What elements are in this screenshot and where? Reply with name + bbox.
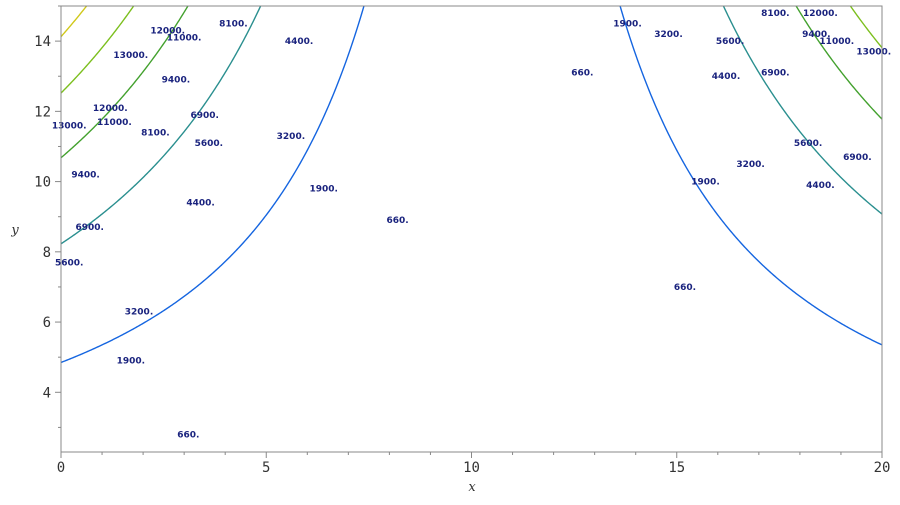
contour-label: 9400. [71, 171, 99, 181]
contour-line-4 [61, 6, 88, 38]
contour-label: 6900. [761, 69, 789, 79]
contour-label: 660. [177, 430, 199, 440]
contour-label: 13000. [52, 121, 87, 131]
contour-label: 9400. [162, 76, 190, 86]
x-axis-label: x [468, 480, 476, 495]
contour-line-2 [61, 6, 882, 159]
contour-label: 12000. [150, 27, 185, 37]
x-tick-label: 20 [874, 460, 891, 476]
contour-labels: 660. 660. 660. 660. 1900. 1900. 1900. 1900. 3200… [52, 9, 891, 440]
contour-label: 4400. [806, 181, 834, 191]
contour-label: 11000. [819, 37, 854, 47]
x-tick-label: 0 [57, 460, 65, 476]
contour-label: 11000. [97, 118, 132, 128]
y-tick-label: 14 [34, 34, 51, 50]
contour-label: 6900. [190, 111, 218, 121]
contour-lines [61, 6, 882, 364]
y-tick-label: 12 [34, 104, 51, 120]
y-tick-label: 6 [43, 315, 51, 331]
contour-label: 5600. [195, 139, 223, 149]
contour-label: 3200. [654, 30, 682, 40]
x-tick-label: 10 [463, 460, 480, 476]
contour-label: 12000. [93, 104, 128, 114]
contour-label: 12000. [803, 9, 838, 19]
contour-label: 1900. [309, 185, 337, 195]
contour-line-3 [61, 6, 882, 94]
contour-label: 8100. [219, 20, 247, 30]
contour-label: 3200. [125, 308, 153, 318]
y-tick-label: 4 [43, 385, 51, 401]
contour-label: 13000. [113, 51, 148, 61]
contour-label: 8100. [141, 128, 169, 138]
y-tick-label: 10 [34, 175, 51, 191]
x-tick-label: 15 [668, 460, 685, 476]
contour-label: 6900. [843, 153, 871, 163]
y-tick-label: 8 [43, 245, 51, 261]
contour-label: 1900. [613, 20, 641, 30]
y-axis-label: y [10, 223, 19, 238]
contour-label: 5600. [716, 37, 744, 47]
x-tick-label: 5 [262, 460, 270, 476]
contour-label: 1900. [117, 357, 145, 367]
contour-label: 1900. [691, 178, 719, 188]
contour-label: 660. [386, 216, 408, 226]
contour-label: 6900. [75, 223, 103, 233]
axes: 0 5 10 15 20 4 6 8 10 12 14 [34, 5, 891, 476]
contour-label: 3200. [277, 132, 305, 142]
contour-label: 660. [571, 69, 593, 79]
contour-label: 4400. [712, 72, 740, 82]
contour-label: 13000. [856, 48, 891, 58]
contour-label: 4400. [285, 37, 313, 47]
contour-label: 5600. [794, 139, 822, 149]
contour-label: 5600. [55, 258, 83, 268]
contour-line-1 [61, 6, 882, 245]
contour-label: 660. [674, 283, 696, 293]
contour-label: 11000. [167, 34, 202, 44]
contour-line-0 [61, 6, 882, 364]
contour-label: 8100. [761, 9, 789, 19]
contour-label: 3200. [736, 160, 764, 170]
contour-label: 9400. [802, 30, 830, 40]
contour-label: 4400. [186, 199, 214, 209]
